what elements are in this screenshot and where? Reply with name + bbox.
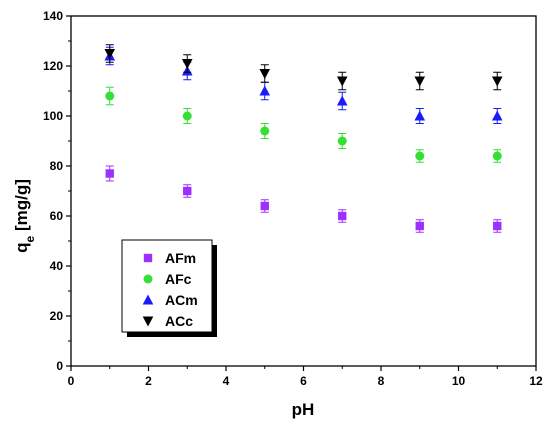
data-point [491,110,503,121]
series-afm [105,165,502,233]
legend: AFm AFc ACm ACc [121,239,217,337]
y-tick-label: 0 [56,359,63,373]
data-point [336,95,348,106]
data-point [491,76,503,87]
y-axis-title-rest: [mg/g] [12,179,31,236]
series-afc [105,86,502,163]
x-axis-title: pH [292,400,315,419]
data-point [181,59,193,69]
series-acm [104,46,503,124]
data-point [260,126,270,136]
y-tick-label: 60 [50,209,64,223]
data-point [337,136,347,146]
legend-label-afm: AFm [165,250,196,266]
data-point [414,76,426,87]
x-tick-label: 8 [378,374,385,388]
y-axis-title: qe [mg/g] [12,179,37,253]
data-point [414,110,426,121]
data-point [260,201,269,211]
x-tick-label: 6 [300,374,307,388]
y-tick-label: 120 [43,59,63,73]
data-point [493,221,502,231]
legend-marker-afm [143,253,153,263]
data-point [105,169,114,178]
legend-label-afc: AFc [165,271,192,287]
y-tick-label: 20 [50,309,64,323]
legend-box [121,239,213,333]
legend-marker-acm [142,294,154,305]
x-tick-label: 2 [145,374,152,388]
data-point [415,221,424,231]
legend-label-acm: ACm [165,292,198,308]
x-tick-label: 4 [223,374,230,388]
data-point [259,85,271,96]
data-point [336,76,348,87]
y-tick-label: 100 [43,109,63,123]
series-acc [104,44,503,91]
data-point [104,49,116,59]
data-point [492,151,502,161]
y-tick-label: 40 [50,259,64,273]
y-tick-label: 80 [50,159,64,173]
data-point [338,211,347,221]
data-point [415,151,425,161]
x-tick-label: 0 [68,374,75,388]
legend-marker-acc [142,316,154,327]
data-marks [104,44,503,233]
y-tick-label: 140 [43,9,63,23]
y-axis-title-main: q [12,242,31,252]
legend-label-acc: ACc [165,313,193,329]
x-tick-label: 12 [529,374,543,388]
x-tick-label: 10 [452,374,466,388]
data-point [105,91,115,101]
y-axis-title-sub: e [23,235,37,242]
data-point [182,111,192,121]
data-point [183,186,192,196]
legend-marker-afc [143,274,153,284]
data-point [259,69,271,79]
